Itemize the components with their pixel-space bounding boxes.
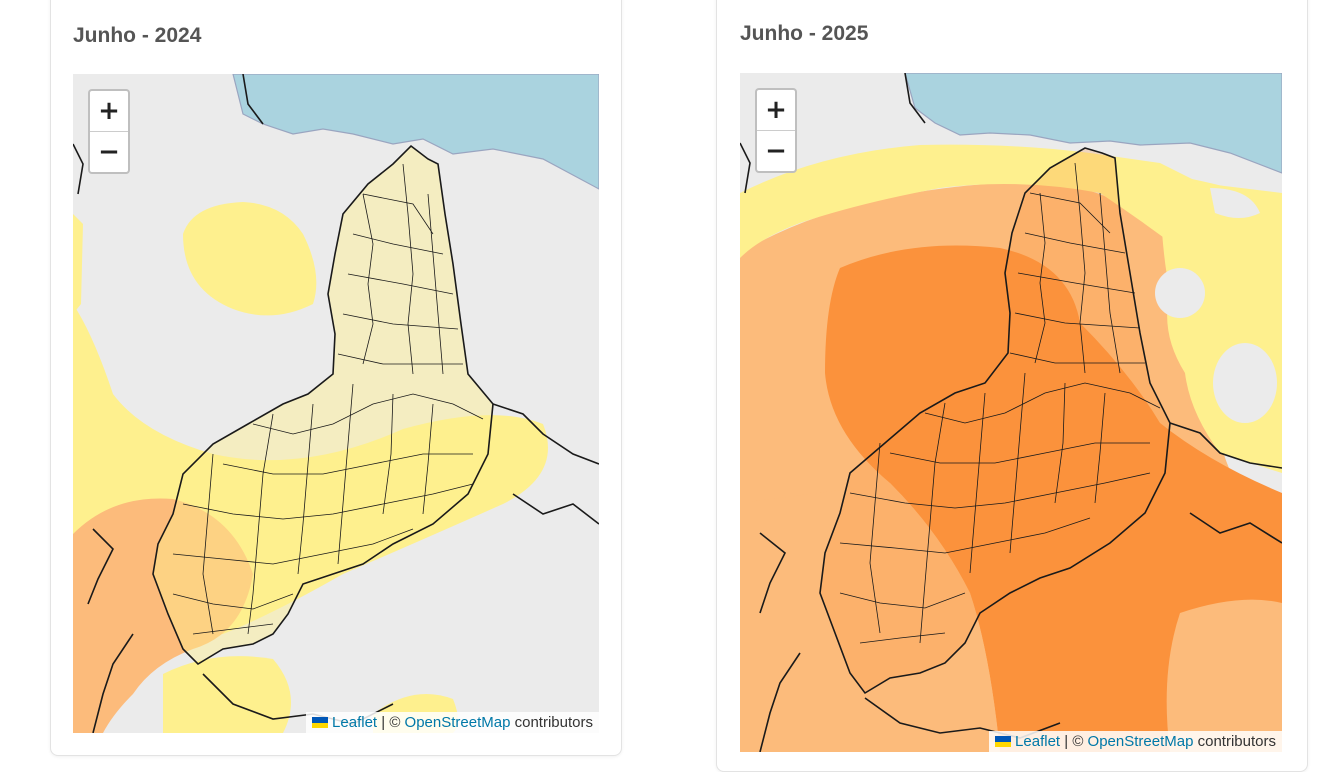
map-layer <box>740 73 1282 752</box>
zoom-out-button[interactable]: − <box>90 131 128 172</box>
precip-zone-orange <box>825 245 1282 752</box>
map-title: Junho - 2024 <box>73 24 202 47</box>
map-attribution: Leaflet | © OpenStreetMap contributors <box>306 712 599 733</box>
map-2024[interactable]: + − Leaflet | © OpenStreetMap contributo… <box>73 74 599 733</box>
precip-zone-light-orange-sw <box>740 483 1000 752</box>
attribution-separator: | © <box>1060 733 1088 750</box>
zoom-in-button[interactable]: + <box>98 96 120 126</box>
precip-hole-1 <box>1155 268 1205 318</box>
zoom-control: + − <box>88 89 130 174</box>
sea <box>904 73 1282 174</box>
zoom-control: + − <box>755 88 797 173</box>
map-2025[interactable]: + − Leaflet | © OpenStreetMap contributo… <box>740 73 1282 752</box>
precip-zone-light-orange-se <box>1166 599 1282 752</box>
state-outline <box>152 144 494 666</box>
leaflet-link[interactable]: Leaflet <box>332 714 378 731</box>
municipal-borders <box>172 163 484 635</box>
ukraine-flag-icon <box>312 717 329 728</box>
attribution-suffix: contributors <box>1193 733 1276 750</box>
precip-zone-yellow-nw <box>73 214 83 314</box>
leaflet-link[interactable]: Leaflet <box>1015 733 1061 750</box>
map-card-2025: Junho - 2025 <box>716 0 1308 772</box>
ukraine-flag-icon <box>995 736 1012 747</box>
map-layer <box>73 74 599 733</box>
map-attribution: Leaflet | © OpenStreetMap contributors <box>989 731 1282 752</box>
zoom-out-button[interactable]: − <box>757 130 795 171</box>
precip-hole-2 <box>1213 343 1277 423</box>
osm-link[interactable]: OpenStreetMap <box>1087 733 1194 750</box>
precip-zone-yellow-bottom <box>163 656 291 733</box>
precip-zone-yellow-north <box>183 202 317 316</box>
precip-zone-orange-sw <box>73 498 253 733</box>
zoom-in-button[interactable]: + <box>765 95 787 125</box>
osm-link[interactable]: OpenStreetMap <box>404 714 511 731</box>
municipal-borders <box>839 162 1161 644</box>
sea <box>232 74 599 190</box>
attribution-separator: | © <box>377 714 405 731</box>
neighbor-borders <box>73 74 599 733</box>
precip-zone-yellow-north <box>740 144 1282 293</box>
attribution-suffix: contributors <box>510 714 593 731</box>
map-title: Junho - 2025 <box>740 22 869 45</box>
map-card-2024: Junho - 2024 <box>50 0 622 756</box>
precip-hole-3 <box>1210 188 1260 218</box>
